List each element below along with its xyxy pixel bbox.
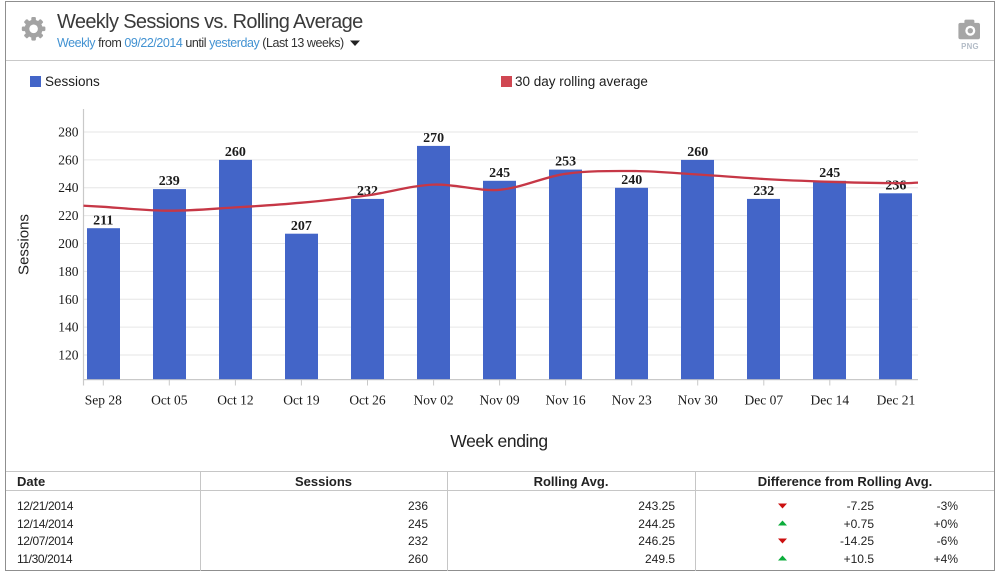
svg-text:260: 260 <box>225 145 246 160</box>
svg-text:253: 253 <box>555 155 576 170</box>
svg-text:260: 260 <box>687 145 708 160</box>
svg-text:207: 207 <box>291 219 312 234</box>
svg-text:180: 180 <box>58 264 79 279</box>
svg-text:Nov 23: Nov 23 <box>612 393 652 408</box>
svg-text:211: 211 <box>93 213 113 228</box>
svg-text:240: 240 <box>58 180 79 195</box>
svg-text:Sep 28: Sep 28 <box>85 393 122 408</box>
svg-text:Dec 14: Dec 14 <box>810 393 849 408</box>
svg-text:Oct 12: Oct 12 <box>217 393 253 408</box>
svg-text:Oct 26: Oct 26 <box>349 393 386 408</box>
svg-text:270: 270 <box>423 131 444 146</box>
svg-text:Oct 19: Oct 19 <box>283 393 320 408</box>
svg-text:240: 240 <box>621 173 642 188</box>
svg-text:Nov 16: Nov 16 <box>546 393 586 408</box>
svg-text:Dec 21: Dec 21 <box>877 393 916 408</box>
svg-text:245: 245 <box>819 166 840 181</box>
svg-text:Nov 09: Nov 09 <box>480 393 520 408</box>
svg-text:200: 200 <box>58 236 79 251</box>
svg-text:160: 160 <box>58 292 79 307</box>
svg-text:140: 140 <box>58 320 79 335</box>
svg-text:Nov 02: Nov 02 <box>414 393 454 408</box>
svg-text:232: 232 <box>753 184 774 199</box>
svg-text:245: 245 <box>489 166 510 181</box>
svg-text:260: 260 <box>58 152 79 167</box>
svg-text:Dec 07: Dec 07 <box>744 393 783 408</box>
svg-text:220: 220 <box>58 208 79 223</box>
svg-text:120: 120 <box>58 348 79 363</box>
svg-text:Nov 30: Nov 30 <box>678 393 718 408</box>
svg-text:239: 239 <box>159 174 180 189</box>
svg-text:236: 236 <box>885 178 906 193</box>
svg-text:280: 280 <box>58 125 79 140</box>
svg-text:Oct 05: Oct 05 <box>151 393 188 408</box>
